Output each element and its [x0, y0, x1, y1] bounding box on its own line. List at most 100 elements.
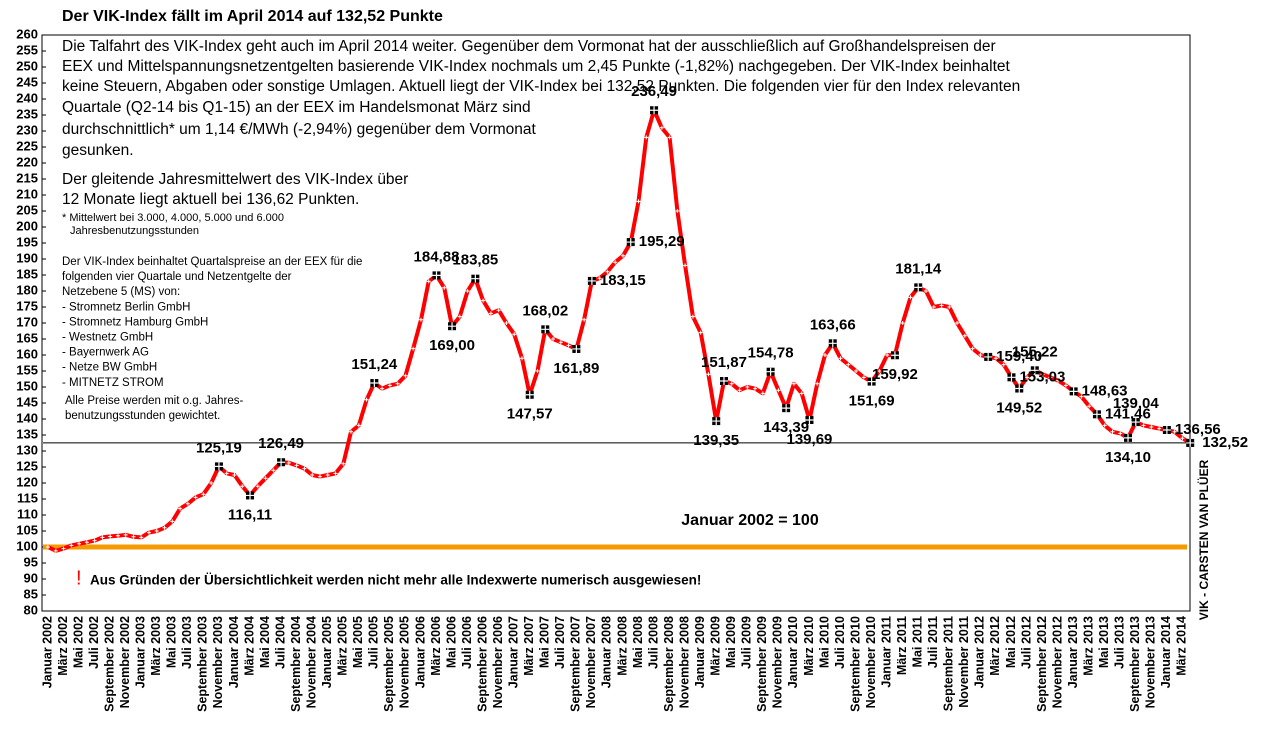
point-tick — [644, 135, 649, 140]
point-tick — [380, 386, 385, 391]
y-tick-label: 135 — [16, 426, 38, 441]
point-tick — [613, 260, 618, 265]
point-tick — [263, 476, 268, 481]
note-line: Der VIK-Index beinhaltet Quartalspreise … — [62, 256, 362, 268]
point-tick — [224, 471, 229, 476]
average-line: 12 Monate liegt aktuell bei 136,62 Punkt… — [62, 191, 359, 208]
note-line: - MITNETZ STROM — [62, 377, 164, 389]
point-tick — [69, 543, 74, 548]
intro-line: keine Steuern, Abgaben oder sonstige Uml… — [62, 78, 1020, 95]
x-tick-label: März 2005 — [336, 616, 350, 676]
point-tick — [962, 333, 967, 338]
point-tick — [799, 391, 804, 396]
point-tick — [1040, 372, 1045, 377]
x-tick-label: Mai 2004 — [258, 616, 272, 668]
value-label: 125,19 — [196, 439, 242, 456]
x-tick-label: Juli 2010 — [833, 616, 847, 669]
x-tick-label: März 2011 — [895, 616, 909, 675]
y-tick-label: 160 — [16, 346, 38, 361]
intro-line: Die Talfahrt des VIK-Index geht auch im … — [62, 38, 996, 55]
texts: 8085909510010511011512012513013514014515… — [16, 26, 1248, 711]
note-line: - Stromnetz Berlin GmbH — [62, 301, 190, 313]
point-tick — [955, 321, 960, 325]
footnote-line: Jahresbenutzungsstunden — [70, 225, 199, 237]
point-tick — [139, 535, 144, 540]
y-tick-label: 100 — [16, 538, 38, 553]
labeled-point-cross — [782, 404, 791, 413]
point-tick — [1157, 426, 1162, 431]
labeled-point-cross — [525, 390, 534, 399]
chart-title: Der VIK-Index fällt im April 2014 auf 13… — [62, 8, 443, 25]
point-tick — [349, 429, 354, 434]
x-tick-label: Juli 2005 — [367, 616, 381, 669]
point-tick — [317, 474, 322, 479]
y-tick-label: 175 — [16, 298, 38, 313]
point-tick — [442, 285, 447, 290]
y-tick-label: 130 — [16, 442, 38, 457]
value-label: 151,87 — [701, 354, 747, 371]
x-tick-label: Juli 2012 — [1019, 616, 1033, 669]
labeled-point-cross — [828, 339, 837, 348]
point-tick — [659, 125, 664, 130]
y-tick-label: 185 — [16, 266, 38, 281]
labeled-point-cross — [471, 274, 480, 283]
side-label: VIK - CARSTEN VAN PLÜER — [1196, 459, 1211, 620]
point-tick — [341, 461, 346, 466]
point-tick — [333, 471, 338, 476]
x-tick-label: Juli 2009 — [740, 616, 754, 669]
x-tick-label: März 2013 — [1081, 616, 1095, 676]
footnote-line: * Mittelwert bei 3.000, 4.000, 5.000 und… — [62, 212, 284, 224]
value-label: 169,00 — [429, 337, 475, 354]
point-tick — [683, 263, 688, 268]
point-tick — [387, 383, 392, 388]
point-tick — [310, 473, 315, 477]
x-tick-label: Januar 2008 — [600, 616, 614, 688]
x-tick-label: September 2004 — [289, 616, 303, 712]
note-line: Alle Preise werden mit o.g. Jahres- — [65, 395, 243, 407]
point-tick — [271, 468, 276, 473]
labeled-point-cross — [1124, 433, 1133, 442]
labeled-point-cross — [890, 351, 899, 360]
point-tick — [877, 369, 882, 373]
labeled-point-cross — [650, 106, 659, 115]
value-label: 139,35 — [693, 432, 739, 449]
point-tick — [92, 538, 97, 543]
x-tick-label: März 2007 — [522, 616, 536, 676]
labeled-point-cross — [370, 379, 379, 388]
x-tick-label: Januar 2010 — [786, 616, 800, 688]
intro-line: EEX und Mittelspannungsnetzentgelten bas… — [62, 58, 1011, 75]
labeled-point-cross — [867, 377, 876, 386]
labeled-point-cross — [719, 377, 728, 386]
point-tick — [147, 530, 152, 535]
x-tick-label: Januar 2006 — [413, 616, 427, 688]
value-label: 159,40 — [996, 348, 1042, 365]
value-label: 151,24 — [351, 356, 398, 373]
point-tick — [1118, 431, 1123, 436]
y-tick-label: 150 — [16, 378, 38, 393]
value-label: 148,63 — [1082, 382, 1128, 399]
labeled-point-cross — [984, 352, 993, 361]
x-tick-label: Januar 2003 — [134, 616, 148, 688]
y-tick-label: 165 — [16, 330, 38, 345]
labeled-point-cross — [712, 417, 721, 426]
x-tick-label: September 2005 — [382, 616, 396, 712]
point-tick — [535, 369, 540, 373]
y-tick-label: 205 — [16, 202, 38, 217]
point-tick — [519, 356, 524, 361]
point-tick — [411, 346, 416, 351]
x-tick-label: Mai 2008 — [631, 616, 645, 668]
point-tick — [791, 381, 796, 386]
point-tick — [993, 356, 998, 361]
point-tick — [395, 381, 400, 386]
x-tick-label: Januar 2005 — [320, 616, 334, 688]
labeled-point-cross — [214, 462, 223, 471]
point-tick — [364, 397, 369, 402]
note-line: - Stromnetz Hamburg GmbH — [62, 316, 208, 328]
x-tick-label: September 2003 — [196, 616, 210, 712]
x-tick-label: September 2008 — [662, 616, 676, 712]
x-tick-label: September 2006 — [475, 616, 489, 712]
point-tick — [760, 391, 765, 396]
y-tick-label: 90 — [24, 570, 38, 585]
x-tick-label: Mai 2005 — [351, 616, 365, 668]
point-tick — [465, 289, 470, 293]
